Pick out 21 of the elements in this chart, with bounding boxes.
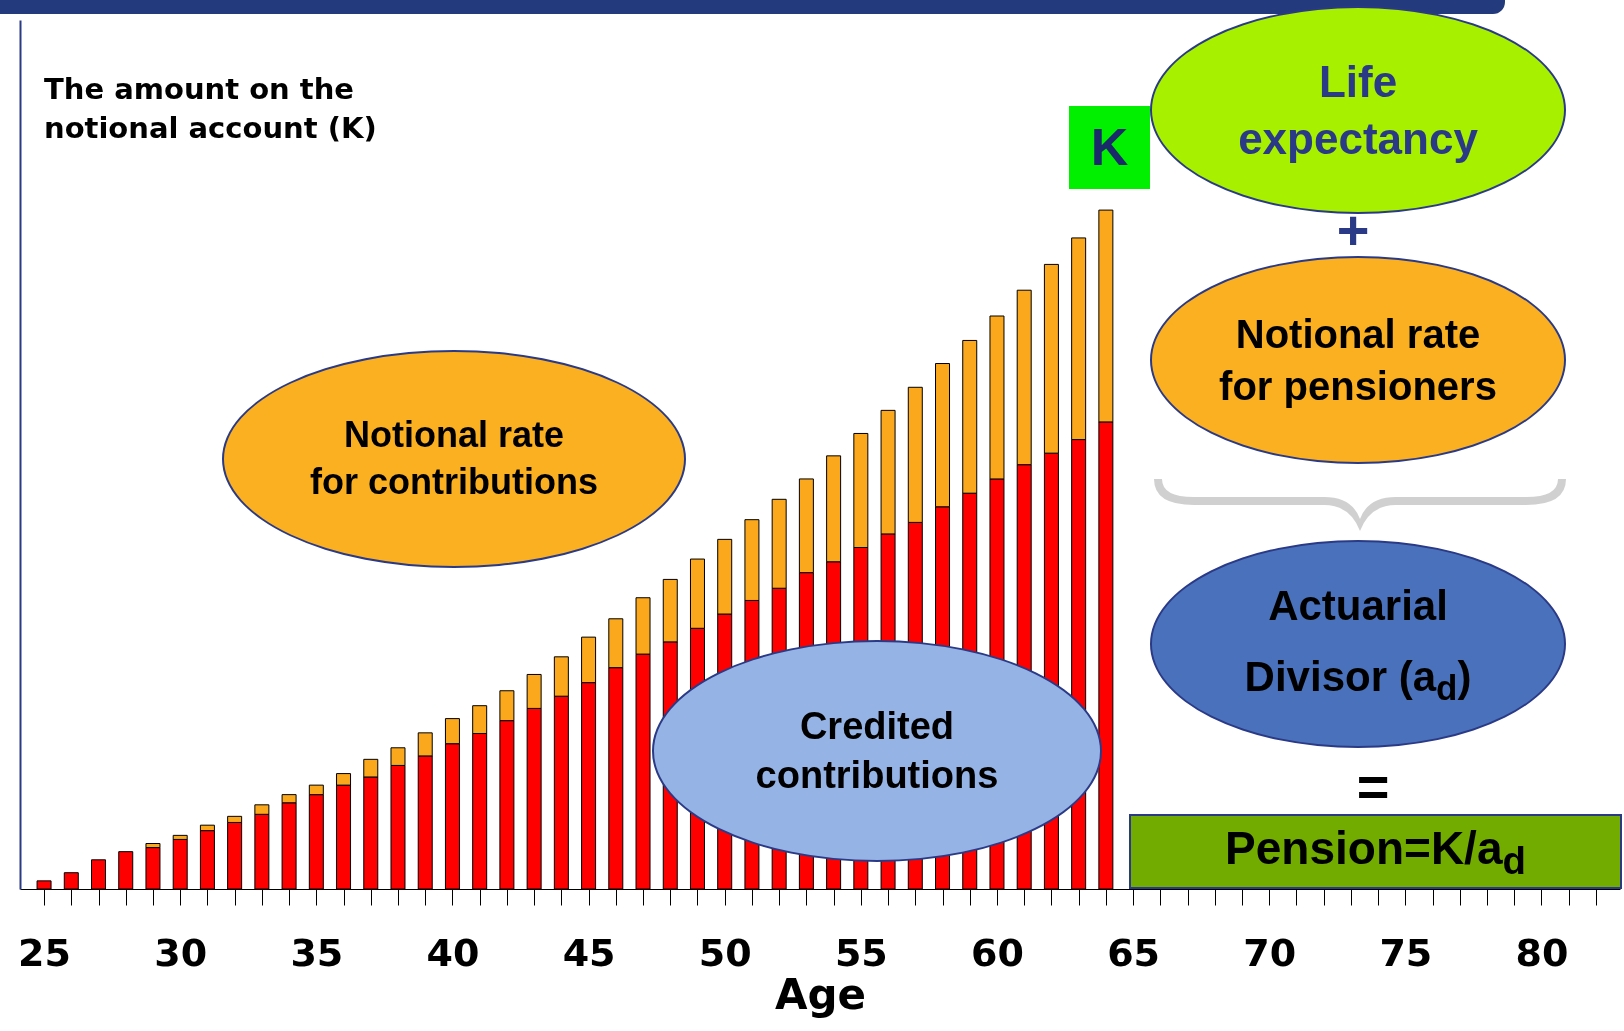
x-tick-label: 65: [1107, 930, 1161, 975]
x-tick-label: 30: [154, 930, 208, 975]
annotation: +: [1336, 196, 1370, 263]
x-tick-label: 70: [1243, 930, 1297, 975]
text: K: [1090, 116, 1129, 178]
x-tick-label: 80: [1515, 930, 1569, 975]
annotation: Credited contributions: [755, 703, 999, 798]
annotation: Notional rate for pensioners: [1219, 311, 1497, 410]
x-tick-label: 35: [290, 930, 344, 975]
annotation: =: [1356, 754, 1390, 818]
x-tick-label: 60: [971, 930, 1024, 975]
x-tick-label: 50: [698, 930, 752, 975]
text: Life expectancy: [1238, 55, 1478, 165]
x-tick-label: 25: [18, 930, 71, 975]
x-tick-label: 75: [1379, 930, 1433, 975]
x-tick-label: 40: [426, 930, 480, 975]
annotation: Actuarial Divisor (a$_{d}$): [1244, 580, 1472, 710]
y-axis-title: The amount on the notional account (K): [44, 71, 378, 148]
annotation: Notional rate for contributions: [310, 413, 598, 504]
annotation: Pension=K/a$_{d}$: [1225, 820, 1526, 884]
x-tick-label: 45: [562, 930, 616, 975]
